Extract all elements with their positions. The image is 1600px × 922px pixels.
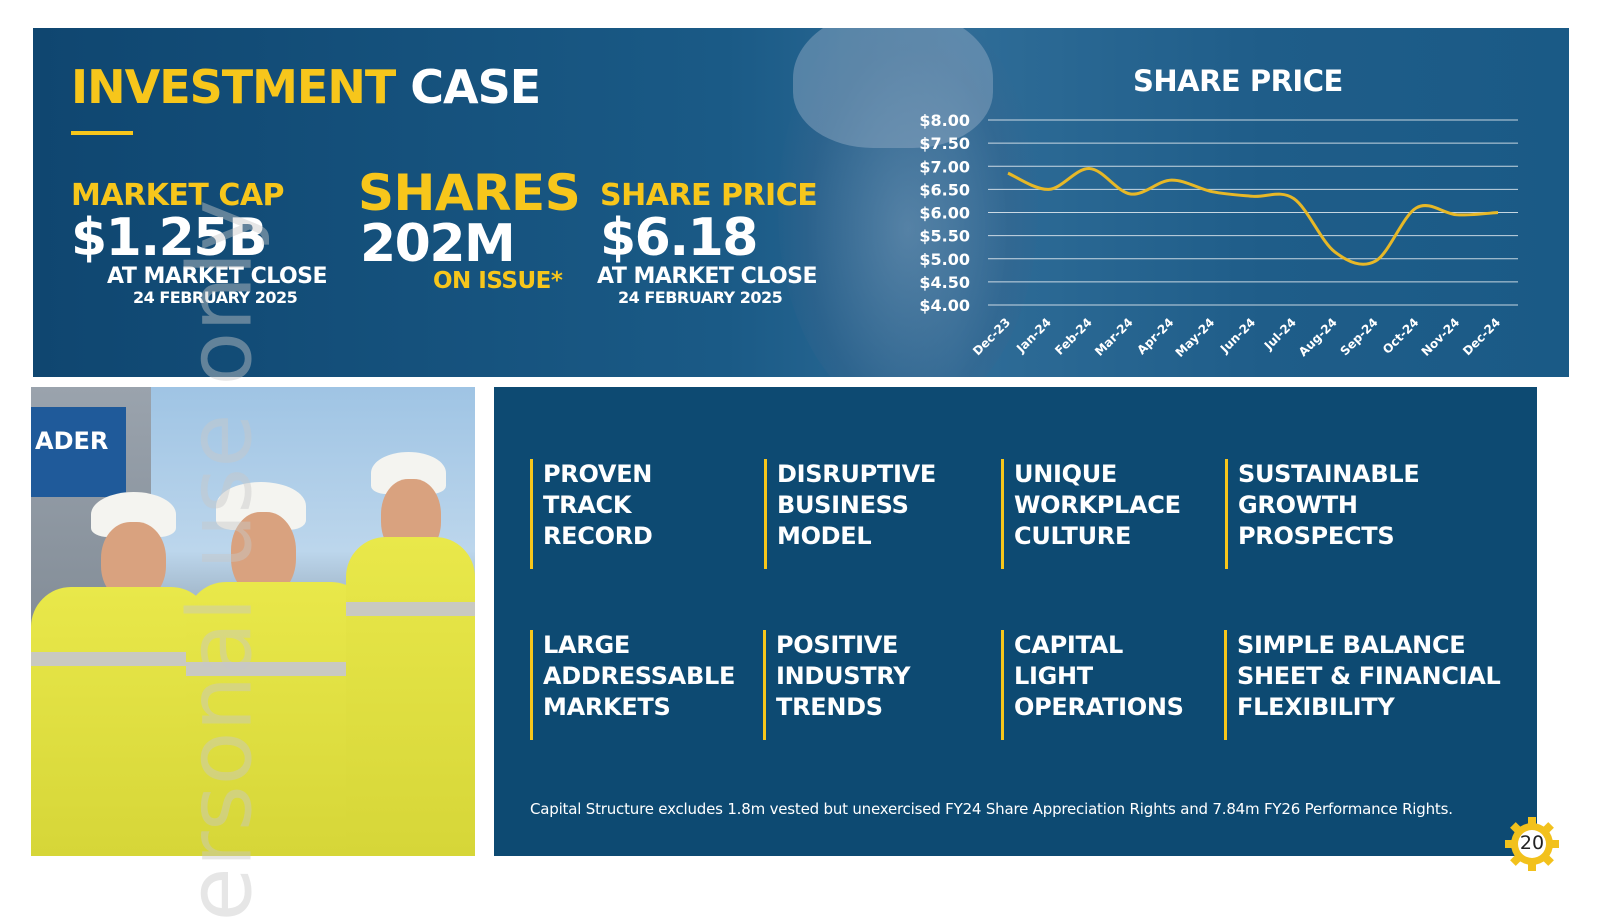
y-tick-label: $6.00 <box>919 204 970 223</box>
y-tick-label: $4.00 <box>919 296 970 315</box>
pillar-large-addressable-markets: LARGE ADDRESSABLE MARKETS <box>530 630 735 740</box>
share-price-label: SHARE PRICE <box>600 178 818 213</box>
page-title: INVESTMENT CASE <box>71 60 541 114</box>
title-part-2: CASE <box>410 60 541 114</box>
pillar-simple-balance-sheet: SIMPLE BALANCE SHEET & FINANCIAL FLEXIBI… <box>1224 630 1501 740</box>
x-tick-label: Jul-24 <box>1261 315 1299 353</box>
x-tick-label: Aug-24 <box>1296 315 1340 359</box>
worker-background-image <box>778 28 1038 377</box>
x-tick-label: Oct-24 <box>1380 315 1422 357</box>
pillar-proven-track-record: PROVEN TRACK RECORD <box>530 459 653 569</box>
chart-title: SHARE PRICE <box>1133 64 1343 98</box>
share-price-sub2: 24 FEBRUARY 2025 <box>618 288 783 307</box>
y-tick-label: $8.00 <box>919 111 970 130</box>
investment-case-banner: INVESTMENT CASE MARKET CAP $1.25B AT MAR… <box>33 28 1569 377</box>
title-underline <box>71 131 133 135</box>
investment-pillars-panel: PROVEN TRACK RECORD DISRUPTIVE BUSINESS … <box>494 387 1537 856</box>
x-tick-label: Jun-24 <box>1217 315 1258 356</box>
x-tick-label: Dec-24 <box>1460 315 1503 358</box>
market-cap-sub2: 24 FEBRUARY 2025 <box>133 288 298 307</box>
y-tick-label: $5.50 <box>919 227 970 246</box>
share-price-sub1: AT MARKET CLOSE <box>597 264 818 289</box>
pillar-disruptive-business-model: DISRUPTIVE BUSINESS MODEL <box>764 459 936 569</box>
x-tick-label: Jan-24 <box>1013 315 1054 356</box>
y-tick-label: $7.50 <box>919 134 970 153</box>
x-tick-label: Nov-24 <box>1419 315 1463 359</box>
pillar-unique-workplace-culture: UNIQUE WORKPLACE CULTURE <box>1001 459 1181 569</box>
gear-icon <box>1505 817 1559 871</box>
share-price-line <box>1007 167 1499 266</box>
pillar-capital-light-operations: CAPITAL LIGHT OPERATIONS <box>1001 630 1184 740</box>
page-number: 20 <box>1519 832 1545 854</box>
team-photo: ADER <box>31 387 475 856</box>
x-tick-label: Mar-24 <box>1092 315 1136 359</box>
watermark-text: ersonal use only <box>168 199 272 922</box>
share-price-chart: $8.00 $7.50 $7.00 $6.50 $6.00 $5.50 $5.00 $4.50… <box>919 111 1518 360</box>
y-tick-label: $6.50 <box>919 180 970 199</box>
market-cap-sub1: AT MARKET CLOSE <box>107 264 328 289</box>
capital-structure-footnote: Capital Structure excludes 1.8m vested b… <box>530 800 1453 818</box>
x-tick-label: Feb-24 <box>1052 315 1095 358</box>
pillar-sustainable-growth-prospects: SUSTAINABLE GROWTH PROSPECTS <box>1225 459 1420 569</box>
y-tick-label: $4.50 <box>919 273 970 292</box>
x-tick-label: Dec-23 <box>970 315 1013 358</box>
shares-on-issue: ON ISSUE* <box>433 268 563 294</box>
market-cap-label: MARKET CAP <box>71 178 285 213</box>
x-tick-label: Sep-24 <box>1337 315 1380 358</box>
y-tick-label: $5.00 <box>919 250 970 269</box>
hard-hat-background <box>793 28 993 148</box>
x-tick-label: Apr-24 <box>1134 315 1176 357</box>
share-price-value: $6.18 <box>600 208 758 268</box>
market-cap-value: $1.25B <box>71 208 268 268</box>
y-tick-label: $7.00 <box>919 157 970 176</box>
title-part-1: INVESTMENT <box>71 60 396 114</box>
pillar-positive-industry-trends: POSITIVE INDUSTRY TRENDS <box>763 630 911 740</box>
shares-value: 202M <box>360 214 516 274</box>
x-tick-label: May-24 <box>1173 315 1218 360</box>
shares-label: SHARES <box>358 164 581 222</box>
company-sign: ADER <box>31 407 126 497</box>
